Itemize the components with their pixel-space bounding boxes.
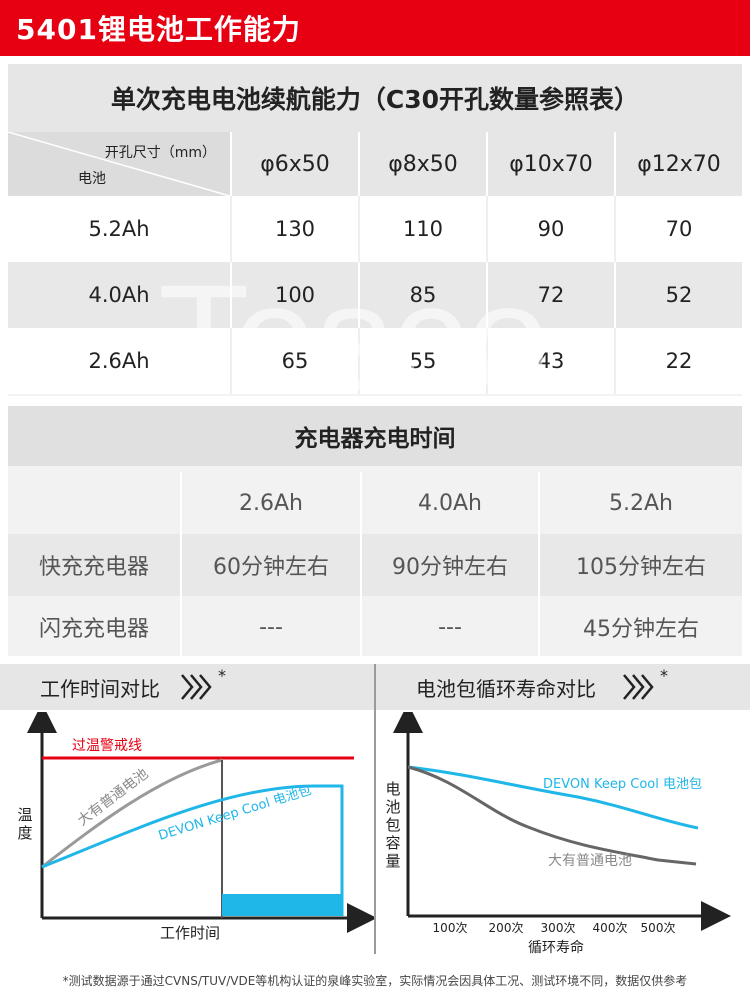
work-time-label: 工作时间对比 bbox=[40, 677, 160, 701]
table-cell: 43 bbox=[486, 328, 614, 394]
table-row: 闪充充电器 --- --- 45分钟左右 bbox=[8, 596, 742, 658]
col-header: 2.6Ah bbox=[180, 472, 360, 534]
devon-extra-runtime-bar bbox=[222, 894, 342, 916]
cycle-life-label: 电池包循环寿命对比 bbox=[416, 677, 596, 701]
battery-label: 2.6Ah bbox=[88, 349, 150, 373]
normal-capacity-line bbox=[407, 765, 697, 866]
x-tick-label: 400次 bbox=[593, 921, 628, 935]
battery-label: 4.0Ah bbox=[88, 283, 150, 307]
footnote: *测试数据源于通过CVNS/TUV/VDE等机构认证的泉峰实验室，实际情况会因具… bbox=[62, 974, 688, 988]
page-title: 5401锂电池工作能力 bbox=[16, 13, 301, 46]
charging-title: 充电器充电时间 bbox=[8, 406, 742, 466]
col-header: 4.0Ah bbox=[360, 472, 538, 534]
devon-capacity-line bbox=[407, 765, 699, 830]
charger-label: 闪充充电器 bbox=[38, 617, 149, 642]
temperature-axis-label: 温度 bbox=[17, 806, 33, 842]
table-cell: 105分钟左右 bbox=[538, 534, 742, 596]
col-header: φ8x50 bbox=[358, 132, 486, 196]
table-cell: 100 bbox=[230, 262, 358, 328]
col-header: φ12x70 bbox=[614, 132, 742, 196]
x-tick-label: 200次 bbox=[489, 921, 524, 935]
devon-battery-line bbox=[41, 784, 344, 916]
table-cell: 22 bbox=[614, 328, 742, 394]
endurance-panel: 单次充电电池续航能力（C30开孔数量参照表） 开孔尺寸（mm） 电池 φ6x50… bbox=[8, 64, 742, 396]
table-cell: 90分钟左右 bbox=[360, 534, 538, 596]
charging-header-row: 2.6Ah 4.0Ah 5.2Ah bbox=[8, 472, 742, 534]
table-cell: 52 bbox=[614, 262, 742, 328]
table-row: 快充充电器 60分钟左右 90分钟左右 105分钟左右 bbox=[8, 534, 742, 596]
battery-label: 5.2Ah bbox=[88, 217, 150, 241]
col-header-empty bbox=[8, 472, 180, 534]
work-time-chart: 过温警戒线 大有普通电池 DEVON Keep Cool 电池包 工作时间 bbox=[27, 712, 374, 942]
table-cell: --- bbox=[360, 596, 538, 658]
x-axis-label: 循环寿命 bbox=[528, 939, 584, 956]
table-cell: 90 bbox=[486, 196, 614, 262]
table-cell: 45分钟左右 bbox=[538, 596, 742, 658]
col-header: φ6x50 bbox=[230, 132, 358, 196]
table-cell: --- bbox=[180, 596, 360, 658]
chart-divider bbox=[374, 664, 376, 954]
footnote-star: * bbox=[660, 666, 668, 685]
cycle-life-chart: DEVON Keep Cool 电池包 大有普通电池 100次 200次 300… bbox=[393, 712, 731, 956]
normal-capacity-label: 大有普通电池 bbox=[548, 853, 632, 869]
charger-label: 快充充电器 bbox=[38, 555, 149, 580]
col-header: φ10x70 bbox=[486, 132, 614, 196]
header-bar: 5401锂电池工作能力 bbox=[0, 0, 750, 56]
footnote-star: * bbox=[218, 666, 226, 685]
cycle-life-bar: 电池包循环寿命对比 * bbox=[376, 664, 750, 710]
corner-hole-size-label: 开孔尺寸（mm） bbox=[104, 145, 216, 161]
x-axis-label: 工作时间 bbox=[160, 924, 220, 942]
endurance-header-row: 开孔尺寸（mm） 电池 φ6x50 φ8x50 φ10x70 φ12x70 bbox=[8, 132, 742, 196]
table-row: 5.2Ah 130 110 90 70 bbox=[8, 196, 742, 262]
x-tick-label: 500次 bbox=[641, 921, 676, 935]
chevron-right-icon bbox=[623, 674, 654, 700]
table-cell: 85 bbox=[358, 262, 486, 328]
endurance-title: 单次充电电池续航能力（C30开孔数量参照表） bbox=[8, 64, 742, 132]
corner-battery-label: 电池 bbox=[78, 171, 106, 187]
table-row: 2.6Ah 65 55 43 22 bbox=[8, 328, 742, 394]
overheat-warning-label: 过温警戒线 bbox=[72, 738, 142, 754]
corner-diagonal bbox=[8, 132, 230, 196]
table-cell: 60分钟左右 bbox=[180, 534, 360, 596]
x-tick-label: 300次 bbox=[541, 921, 576, 935]
table-cell: 130 bbox=[230, 196, 358, 262]
table-cell: 72 bbox=[486, 262, 614, 328]
charging-panel: 充电器充电时间 2.6Ah 4.0Ah 5.2Ah 快充充电器 60分钟左右 9… bbox=[8, 406, 742, 658]
x-tick-label: 100次 bbox=[433, 921, 468, 935]
col-header: 5.2Ah bbox=[538, 472, 742, 534]
table-cell: 70 bbox=[614, 196, 742, 262]
table-cell: 110 bbox=[358, 196, 486, 262]
normal-battery-line bbox=[41, 758, 223, 869]
table-cell: 55 bbox=[358, 328, 486, 394]
table-cell: 65 bbox=[230, 328, 358, 394]
capacity-axis-label: 电池包容量 bbox=[385, 780, 401, 870]
devon-capacity-label: DEVON Keep Cool 电池包 bbox=[543, 777, 702, 792]
table-row: 4.0Ah 100 85 72 52 bbox=[8, 262, 742, 328]
work-time-bar: 工作时间对比 * bbox=[0, 664, 374, 710]
corner-cell: 开孔尺寸（mm） 电池 bbox=[8, 132, 230, 196]
chevron-right-icon bbox=[181, 674, 212, 700]
